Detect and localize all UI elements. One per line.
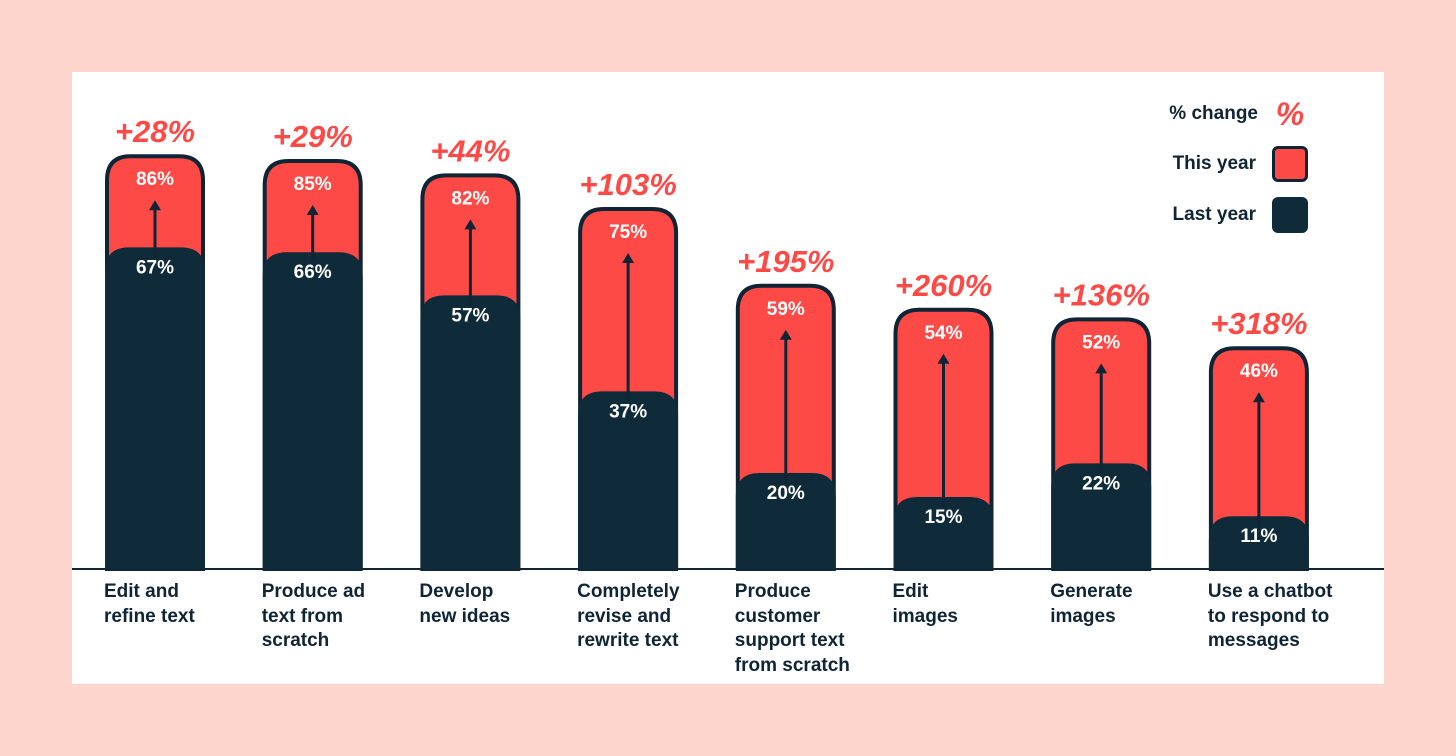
change-arrow-head	[464, 219, 477, 230]
bar-group: 54% 15% +260%	[893, 268, 994, 571]
bar-group: 82% 57% +44%	[420, 133, 521, 571]
change-label: +195%	[737, 244, 834, 279]
change-arrow-head	[306, 205, 319, 215]
bar-group: 59% 20% +195%	[735, 244, 836, 571]
change-arrow-head	[149, 200, 161, 211]
legend-last-year-swatch	[1272, 197, 1308, 233]
bar-last-year	[893, 497, 994, 569]
last-year-value-label: 20%	[767, 483, 805, 504]
category-label: Produce customer support text from scrat…	[734, 581, 850, 676]
legend-change-symbol: %	[1275, 95, 1305, 132]
category-label: Use a chatbot to respond to messages	[1207, 581, 1333, 651]
legend-item-change: % change %	[1169, 96, 1308, 132]
change-arrow-head	[937, 353, 950, 364]
bar-last-year	[420, 295, 521, 569]
change-arrow-head	[779, 329, 792, 340]
change-label: +28%	[115, 114, 195, 149]
bar-group: 52% 22% +136%	[1051, 277, 1152, 571]
change-label: +318%	[1210, 306, 1307, 341]
change-label: +136%	[1053, 277, 1150, 312]
this-year-value-label: 86%	[136, 169, 174, 190]
last-year-value-label: 57%	[451, 305, 489, 326]
bar-chart: 86% 67% +28% 85% 66% +29% 82% 57% +44% 75% 37% +103…	[72, 114, 1384, 571]
this-year-value-label: 75%	[609, 222, 647, 243]
legend-last-year-label: Last year	[1172, 204, 1256, 225]
this-year-value-label: 52%	[1082, 332, 1120, 353]
last-year-value-label: 37%	[609, 401, 647, 422]
change-label: +29%	[273, 119, 353, 154]
category-label: Completely revise and rewrite text	[577, 581, 680, 651]
change-arrow-head	[622, 253, 635, 263]
this-year-value-label: 82%	[451, 188, 489, 209]
last-year-value-label: 11%	[1240, 526, 1277, 547]
this-year-value-label: 54%	[924, 323, 962, 344]
change-label: +260%	[895, 268, 992, 303]
bar-last-year	[105, 247, 205, 569]
category-label: Edit and refine text	[104, 581, 195, 627]
bar-group: 85% 66% +29%	[262, 119, 363, 571]
category-label: Produce ad text from scratch	[261, 581, 366, 651]
last-year-value-label: 22%	[1082, 473, 1120, 494]
change-arrow-head	[1252, 392, 1265, 403]
bar-last-year	[578, 391, 679, 569]
category-label: Develop new ideas	[419, 581, 511, 627]
chart-card: 86% 67% +28% 85% 66% +29% 82% 57% +44% 75% 37% +103…	[72, 72, 1384, 684]
category-label: Edit images	[892, 581, 958, 627]
bar-group: 86% 67% +28%	[105, 114, 205, 571]
bar-last-year	[735, 473, 836, 569]
change-label: +103%	[579, 167, 676, 202]
legend-this-year-swatch	[1272, 146, 1308, 182]
bar-last-year	[1051, 463, 1152, 569]
this-year-value-label: 59%	[767, 299, 805, 320]
legend-item-this-year: This year	[1173, 146, 1308, 182]
last-year-value-label: 67%	[136, 257, 174, 278]
bar-group: 46% 11% +318%	[1208, 306, 1309, 571]
legend: % change % This year Last year	[1048, 96, 1308, 236]
bar-last-year	[1208, 516, 1309, 569]
this-year-value-label: 46%	[1240, 361, 1278, 382]
legend-change-label: % change	[1169, 103, 1258, 124]
bar-last-year	[262, 252, 363, 569]
last-year-value-label: 15%	[924, 507, 962, 528]
bar-group: 75% 37% +103%	[578, 167, 679, 571]
legend-item-last-year: Last year	[1173, 197, 1308, 233]
change-arrow-head	[1095, 363, 1108, 374]
category-label: Generate images	[1050, 581, 1133, 627]
last-year-value-label: 66%	[294, 262, 332, 283]
this-year-value-label: 85%	[294, 174, 332, 195]
change-label: +44%	[430, 133, 510, 168]
legend-this-year-label: This year	[1172, 153, 1256, 174]
